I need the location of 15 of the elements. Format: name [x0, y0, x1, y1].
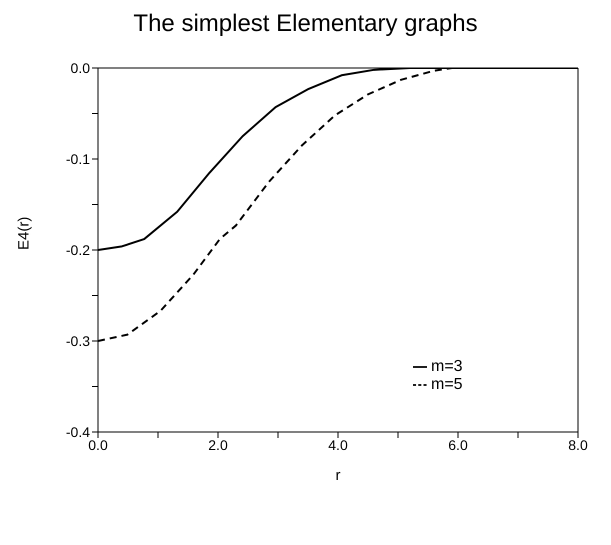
- y-tick-label: -0.1: [66, 150, 90, 167]
- y-tick-label: 0.0: [70, 60, 90, 76]
- y-tick-label: -0.3: [66, 332, 90, 349]
- x-tick-label: 0.0: [88, 436, 108, 453]
- legend-label: m=5: [431, 376, 463, 393]
- y-tick-label: -0.2: [66, 242, 90, 258]
- x-tick-label: 4.0: [328, 436, 348, 453]
- y-tick-label: -0.4: [66, 424, 90, 440]
- legend-label: m=3: [431, 358, 463, 375]
- chart-title: The simplest Elementary graphs: [132, 10, 479, 38]
- x-axis-title: r: [336, 467, 340, 484]
- x-tick-label: 8.0: [568, 436, 588, 453]
- y-axis-title: E4(r): [15, 216, 32, 250]
- x-tick-label: 6.0: [448, 436, 468, 453]
- x-tick-label: 2.0: [208, 436, 228, 453]
